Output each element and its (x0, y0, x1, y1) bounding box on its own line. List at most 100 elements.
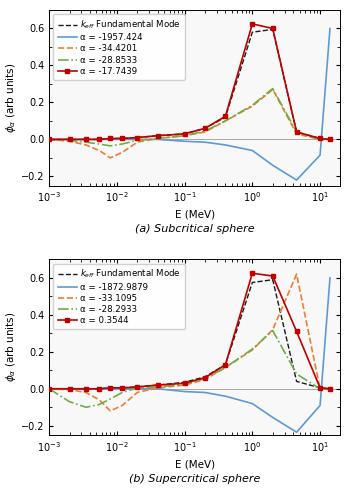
$k_{eff}$ Fundamental Mode (97, 136, 101, 142)
Legend: $k_{eff}$ Fundamental Mode, α = -1957.424, α = -34.4201, α = -28.8533, α = -17.7: $k_{eff}$ Fundamental Mode, α = -1957.42… (53, 14, 185, 80)
$k_{eff}$ Fundamental Mode (223, 114, 227, 120)
α = -28.2933 (250, 346, 254, 352)
α = -28.8533 (203, 128, 207, 134)
$k_{eff}$ Fundamental Mode (223, 362, 227, 368)
α = -34.4201 (328, 136, 332, 142)
α = -1957.424 (250, 148, 254, 154)
α = 0.3544 (223, 362, 227, 368)
α = -33.1095 (120, 402, 124, 408)
α = -28.8533 (328, 136, 332, 142)
α = -34.4201 (203, 129, 207, 135)
Text: (b) Supercritical sphere: (b) Supercritical sphere (129, 474, 260, 484)
α = -1872.9879 (155, 386, 160, 392)
α = -1957.424 (108, 136, 112, 142)
α = -28.2933 (97, 402, 101, 407)
α = -34.4201 (250, 103, 254, 109)
α = -28.8533 (271, 86, 275, 91)
$k_{eff}$ Fundamental Mode (120, 385, 124, 391)
α = -17.7439 (155, 132, 160, 138)
α = -28.8533 (183, 132, 187, 138)
Line: α = -1872.9879: α = -1872.9879 (49, 278, 330, 432)
α = -1957.424 (47, 136, 51, 142)
α = 0.3544 (203, 374, 207, 380)
α = -1872.9879 (47, 386, 51, 392)
α = -28.8533 (108, 143, 112, 149)
α = -34.4201 (67, 138, 72, 144)
α = -17.7439 (271, 26, 275, 32)
α = -1872.9879 (328, 275, 332, 281)
α = -1872.9879 (108, 386, 112, 392)
α = -34.4201 (183, 132, 187, 138)
α = -1872.9879 (271, 414, 275, 420)
$k_{eff}$ Fundamental Mode (294, 129, 299, 135)
α = -33.1095 (108, 408, 112, 414)
$k_{eff}$ Fundamental Mode (155, 382, 160, 388)
α = -33.1095 (223, 364, 227, 370)
$k_{eff}$ Fundamental Mode (108, 385, 112, 391)
α = 0.3544 (135, 384, 139, 390)
α = -17.7439 (250, 21, 254, 27)
Line: α = -1957.424: α = -1957.424 (49, 28, 330, 180)
Y-axis label: $\phi_\alpha$ (arb units): $\phi_\alpha$ (arb units) (4, 312, 18, 382)
α = -33.1095 (250, 347, 254, 353)
α = 0.3544 (318, 385, 322, 391)
α = -28.8533 (294, 129, 299, 135)
α = -1872.9879 (203, 390, 207, 396)
α = -28.8533 (223, 118, 227, 124)
$k_{eff}$ Fundamental Mode (135, 134, 139, 140)
$k_{eff}$ Fundamental Mode (294, 378, 299, 384)
$k_{eff}$ Fundamental Mode (318, 136, 322, 141)
α = -34.4201 (223, 118, 227, 124)
α = -33.1095 (271, 326, 275, 332)
α = 0.3544 (120, 385, 124, 391)
α = 0.3544 (84, 386, 88, 392)
α = -33.1095 (84, 390, 88, 396)
α = -17.7439 (97, 136, 101, 142)
$k_{eff}$ Fundamental Mode (47, 136, 51, 142)
Line: α = -28.2933: α = -28.2933 (49, 330, 330, 407)
Line: α = 0.3544: α = 0.3544 (47, 271, 332, 391)
α = -17.7439 (120, 136, 124, 141)
α = -28.8533 (67, 138, 72, 143)
X-axis label: E (MeV): E (MeV) (175, 210, 215, 220)
Text: (a) Subcritical sphere: (a) Subcritical sphere (135, 224, 254, 234)
$k_{eff}$ Fundamental Mode (250, 29, 254, 35)
α = -28.2933 (108, 396, 112, 402)
α = -34.4201 (294, 131, 299, 137)
α = -28.2933 (135, 385, 139, 391)
α = -28.8533 (155, 136, 160, 141)
α = -34.4201 (108, 155, 112, 161)
$k_{eff}$ Fundamental Mode (271, 276, 275, 282)
α = -33.1095 (318, 386, 322, 392)
α = -34.4201 (135, 139, 139, 145)
α = -1872.9879 (135, 386, 139, 392)
$k_{eff}$ Fundamental Mode (108, 136, 112, 141)
$k_{eff}$ Fundamental Mode (67, 136, 72, 142)
α = -17.7439 (203, 126, 207, 132)
α = -28.2933 (318, 386, 322, 392)
α = -33.1095 (183, 382, 187, 388)
α = 0.3544 (67, 386, 72, 392)
α = -1872.9879 (183, 388, 187, 394)
Line: α = -28.8533: α = -28.8533 (49, 88, 330, 146)
α = -1872.9879 (318, 402, 322, 408)
α = -33.1095 (328, 386, 332, 392)
α = 0.3544 (47, 386, 51, 392)
α = -28.2933 (294, 371, 299, 377)
α = 0.3544 (271, 273, 275, 279)
α = -28.2933 (328, 386, 332, 392)
$k_{eff}$ Fundamental Mode (328, 136, 332, 142)
Legend: $k_{eff}$ Fundamental Mode, α = -1872.9879, α = -33.1095, α = -28.2933, α = 0.35: $k_{eff}$ Fundamental Mode, α = -1872.98… (53, 264, 185, 330)
α = -33.1095 (203, 376, 207, 382)
α = -28.2933 (203, 376, 207, 382)
α = -28.2933 (271, 328, 275, 334)
$k_{eff}$ Fundamental Mode (67, 386, 72, 392)
α = -33.1095 (135, 390, 139, 396)
α = -33.1095 (155, 385, 160, 391)
α = -1957.424 (97, 136, 101, 142)
Y-axis label: $\phi_\alpha$ (arb units): $\phi_\alpha$ (arb units) (4, 62, 18, 133)
α = -28.8533 (97, 141, 101, 147)
α = -1957.424 (294, 177, 299, 183)
$k_{eff}$ Fundamental Mode (135, 384, 139, 390)
α = -1957.424 (328, 26, 332, 32)
